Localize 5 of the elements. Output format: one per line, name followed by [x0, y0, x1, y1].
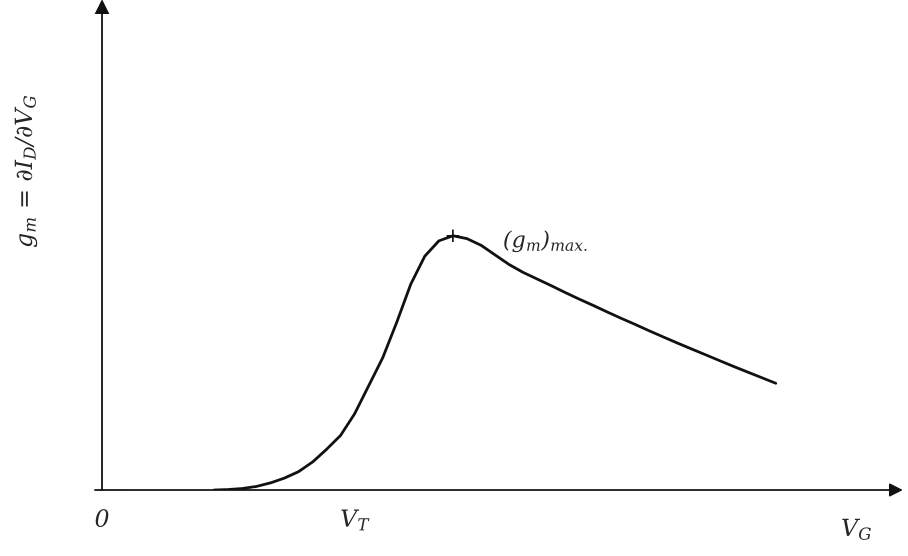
- x-tick-label: 0: [96, 509, 108, 528]
- annotation: (g$_{m}$)$_{max.}$: [504, 230, 586, 252]
- x-tick-label: V$_{T}$: [341, 509, 370, 530]
- y-axis-title: g$_{m}$ = ∂I$_{D}$/∂V$_{G}$: [14, 96, 38, 248]
- x-axis-title: V$_{G}$: [842, 518, 871, 540]
